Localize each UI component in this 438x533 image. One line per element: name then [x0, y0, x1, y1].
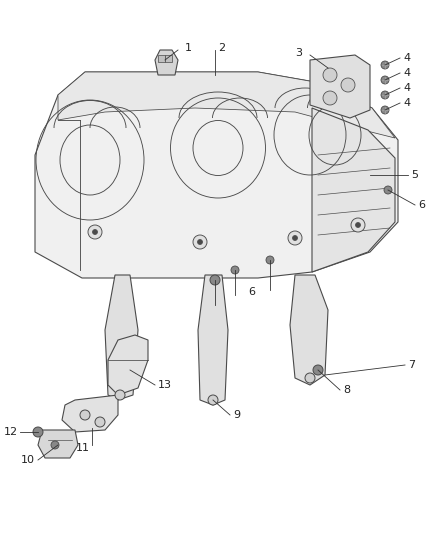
Circle shape — [193, 235, 207, 249]
Polygon shape — [290, 275, 328, 385]
Polygon shape — [62, 395, 118, 432]
Circle shape — [208, 395, 218, 405]
Text: 4: 4 — [403, 68, 410, 78]
Bar — [165, 55, 172, 62]
Polygon shape — [198, 275, 228, 405]
Circle shape — [381, 106, 389, 114]
Polygon shape — [155, 50, 178, 75]
Polygon shape — [310, 55, 370, 118]
Circle shape — [95, 417, 105, 427]
Polygon shape — [105, 275, 138, 400]
Text: 1: 1 — [185, 43, 192, 53]
Circle shape — [341, 78, 355, 92]
Circle shape — [305, 373, 315, 383]
Circle shape — [323, 91, 337, 105]
Polygon shape — [38, 430, 78, 458]
Circle shape — [356, 222, 360, 228]
Circle shape — [115, 390, 125, 400]
Polygon shape — [58, 72, 395, 138]
Text: 6: 6 — [248, 287, 255, 297]
Text: 9: 9 — [233, 410, 240, 420]
Text: 4: 4 — [403, 53, 410, 63]
Circle shape — [351, 218, 365, 232]
Circle shape — [231, 266, 239, 274]
Circle shape — [384, 186, 392, 194]
Text: 7: 7 — [408, 360, 415, 370]
Circle shape — [288, 231, 302, 245]
Bar — [158, 55, 165, 62]
Polygon shape — [35, 72, 398, 278]
Text: 4: 4 — [403, 83, 410, 93]
Circle shape — [381, 91, 389, 99]
Circle shape — [92, 230, 98, 235]
Circle shape — [198, 239, 202, 245]
Text: 4: 4 — [403, 98, 410, 108]
Circle shape — [51, 441, 59, 449]
Circle shape — [210, 275, 220, 285]
Polygon shape — [312, 108, 395, 272]
Text: 8: 8 — [343, 385, 350, 395]
Circle shape — [88, 225, 102, 239]
Text: 11: 11 — [76, 443, 90, 453]
Text: 6: 6 — [418, 200, 425, 210]
Circle shape — [80, 410, 90, 420]
Circle shape — [313, 365, 323, 375]
Circle shape — [381, 61, 389, 69]
Circle shape — [33, 427, 43, 437]
Circle shape — [381, 76, 389, 84]
Text: 6: 6 — [213, 292, 220, 302]
Text: 2: 2 — [218, 43, 225, 53]
Circle shape — [323, 68, 337, 82]
Text: 5: 5 — [411, 170, 418, 180]
Text: 3: 3 — [295, 48, 302, 58]
Polygon shape — [108, 335, 148, 395]
Circle shape — [293, 236, 297, 240]
Circle shape — [266, 256, 274, 264]
Text: 8: 8 — [203, 303, 210, 313]
Text: 12: 12 — [4, 427, 18, 437]
Text: 10: 10 — [21, 455, 35, 465]
Text: 13: 13 — [158, 380, 172, 390]
